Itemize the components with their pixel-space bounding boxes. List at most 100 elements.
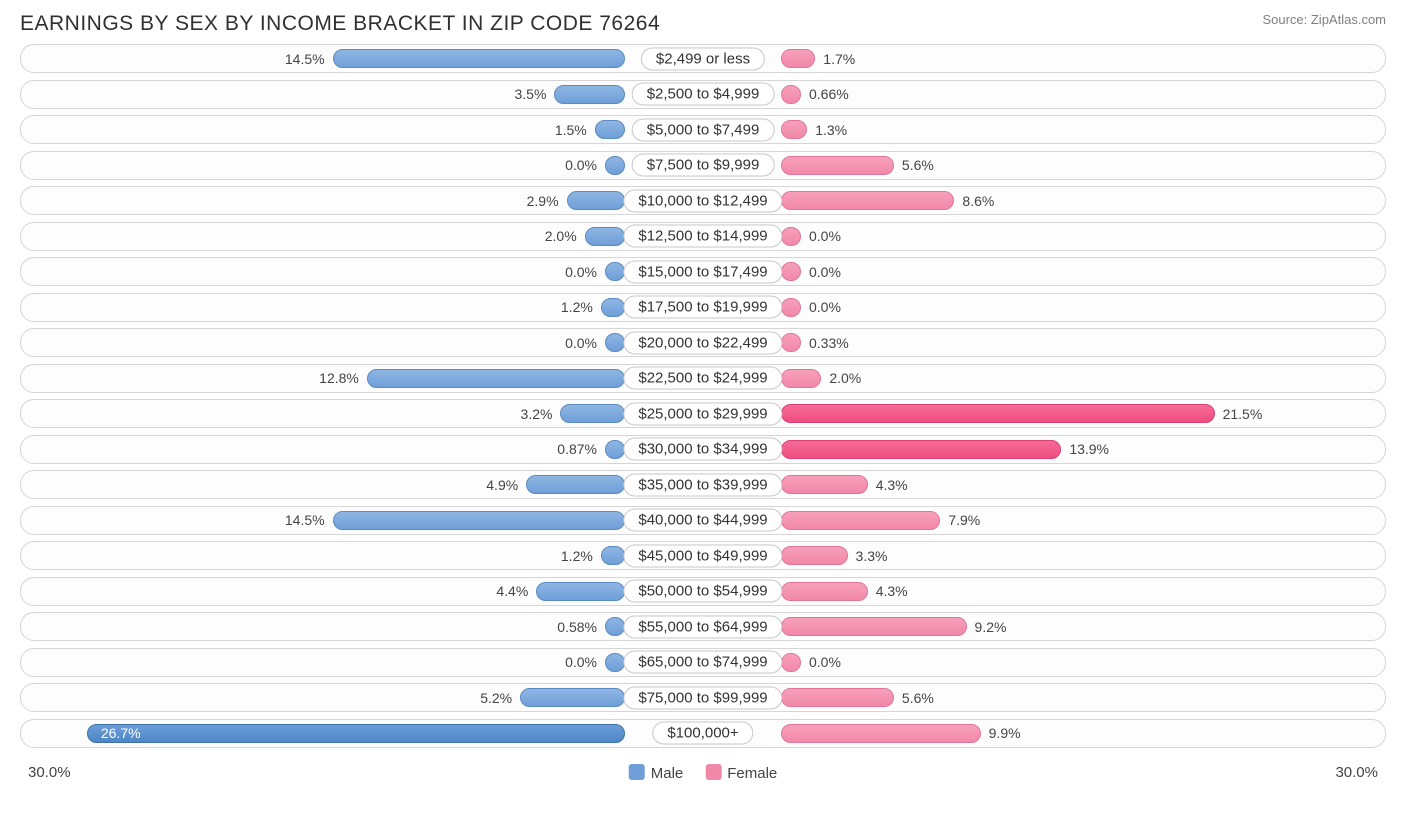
chart-row: $10,000 to $12,4992.9%8.6% — [20, 186, 1386, 215]
female-value: 0.0% — [809, 264, 841, 280]
female-bar — [781, 724, 981, 743]
chart-row: $2,500 to $4,999 3.5% 0.66% — [20, 80, 1386, 109]
male-value: 1.5% — [555, 122, 587, 138]
female-bar — [781, 49, 815, 68]
female-value: 1.3% — [815, 122, 847, 138]
male-value: 26.7% — [101, 725, 141, 741]
bracket-label: $20,000 to $22,499 — [623, 331, 782, 354]
chart-body: $2,499 or less14.5%1.7% $2,500 to $4,999 3… — [0, 44, 1406, 762]
bracket-label: $30,000 to $34,999 — [623, 438, 782, 461]
male-bar — [333, 49, 625, 68]
chart-row: $50,000 to $54,999 4.4% 4.3% — [20, 577, 1386, 606]
male-value: 2.0% — [545, 228, 577, 244]
male-bar — [605, 617, 625, 636]
female-value: 0.0% — [809, 228, 841, 244]
bracket-label: $45,000 to $49,999 — [623, 544, 782, 567]
chart-footer: 30.0% Male Female 30.0% — [0, 762, 1406, 795]
male-value: 5.2% — [480, 690, 512, 706]
male-value: 0.0% — [565, 264, 597, 280]
female-bar — [781, 191, 954, 210]
bracket-label: $22,500 to $24,999 — [623, 367, 782, 390]
bracket-label: $7,500 to $9,999 — [632, 154, 775, 177]
chart-header: EARNINGS BY SEX BY INCOME BRACKET IN ZIP… — [0, 0, 1406, 44]
female-bar — [781, 582, 868, 601]
male-bar — [601, 298, 625, 317]
male-value: 4.9% — [486, 477, 518, 493]
axis-max-left: 30.0% — [28, 764, 71, 781]
male-bar — [367, 369, 625, 388]
male-value: 1.2% — [561, 299, 593, 315]
male-value: 14.5% — [285, 512, 325, 528]
chart-row: $100,000+ 26.7% 9.9% — [20, 719, 1386, 748]
male-value: 12.8% — [319, 370, 359, 386]
female-value: 0.66% — [809, 86, 849, 102]
female-value: 0.33% — [809, 335, 849, 351]
female-value: 0.0% — [809, 299, 841, 315]
bracket-label: $25,000 to $29,999 — [623, 402, 782, 425]
female-bar — [781, 227, 801, 246]
bracket-label: $2,500 to $4,999 — [632, 83, 775, 106]
bracket-label: $100,000+ — [652, 722, 753, 745]
female-bar — [781, 369, 821, 388]
male-bar — [605, 156, 625, 175]
male-value: 1.2% — [561, 548, 593, 564]
female-value: 1.7% — [823, 51, 855, 67]
male-bar — [585, 227, 625, 246]
female-bar — [781, 120, 807, 139]
chart-row: $30,000 to $34,9990.87%13.9% — [20, 435, 1386, 464]
legend-female-label: Female — [727, 765, 777, 782]
male-bar — [567, 191, 625, 210]
legend-female: Female — [705, 764, 777, 782]
chart-row: $25,000 to $29,9993.2%21.5% — [20, 399, 1386, 428]
chart-row: $22,500 to $24,99912.8%2.0% — [20, 364, 1386, 393]
chart-row: $35,000 to $39,999 4.9% 4.3% — [20, 470, 1386, 499]
male-bar — [605, 440, 625, 459]
chart-row: $2,499 or less14.5%1.7% — [20, 44, 1386, 73]
chart-row: $45,000 to $49,9991.2%3.3% — [20, 541, 1386, 570]
male-value: 0.0% — [565, 654, 597, 670]
chart-row: $15,000 to $17,4990.0%0.0% — [20, 257, 1386, 286]
chart-row: $5,000 to $7,499 1.5% 1.3% — [20, 115, 1386, 144]
female-bar — [781, 440, 1061, 459]
male-bar — [87, 724, 625, 743]
chart-row: $40,000 to $44,99914.5%7.9% — [20, 506, 1386, 535]
male-value: 2.9% — [527, 193, 559, 209]
female-bar — [781, 653, 801, 672]
male-value: 4.4% — [496, 583, 528, 599]
bracket-label: $5,000 to $7,499 — [632, 118, 775, 141]
bracket-label: $50,000 to $54,999 — [623, 580, 782, 603]
legend-female-swatch — [705, 764, 721, 780]
chart-source: Source: ZipAtlas.com — [1262, 12, 1386, 27]
male-bar — [554, 85, 625, 104]
female-value: 4.3% — [876, 477, 908, 493]
male-bar — [605, 262, 625, 281]
female-bar — [781, 333, 801, 352]
female-bar — [781, 298, 801, 317]
male-value: 3.5% — [515, 86, 547, 102]
chart-row: $20,000 to $22,499 0.0% 0.33% — [20, 328, 1386, 357]
male-value: 0.58% — [557, 619, 597, 635]
chart-row: $65,000 to $74,9990.0%0.0% — [20, 648, 1386, 677]
bracket-label: $10,000 to $12,499 — [623, 189, 782, 212]
bracket-label: $17,500 to $19,999 — [623, 296, 782, 319]
bracket-label: $35,000 to $39,999 — [623, 473, 782, 496]
female-bar — [781, 546, 848, 565]
female-value: 9.9% — [989, 725, 1021, 741]
chart-row: $55,000 to $64,9990.58%9.2% — [20, 612, 1386, 641]
chart-row: $17,500 to $19,999 1.2% 0.0% — [20, 293, 1386, 322]
female-value: 13.9% — [1069, 441, 1109, 457]
chart-title: EARNINGS BY SEX BY INCOME BRACKET IN ZIP… — [20, 12, 660, 36]
male-bar — [560, 404, 625, 423]
chart-row: $7,500 to $9,9990.0%5.6% — [20, 151, 1386, 180]
male-bar — [536, 582, 625, 601]
female-bar — [781, 262, 801, 281]
female-value: 4.3% — [876, 583, 908, 599]
male-value: 0.0% — [565, 157, 597, 173]
male-bar — [595, 120, 625, 139]
chart-row: $75,000 to $99,9995.2%5.6% — [20, 683, 1386, 712]
female-value: 0.0% — [809, 654, 841, 670]
male-value: 3.2% — [521, 406, 553, 422]
male-bar — [605, 333, 625, 352]
male-value: 0.0% — [565, 335, 597, 351]
male-bar — [601, 546, 625, 565]
